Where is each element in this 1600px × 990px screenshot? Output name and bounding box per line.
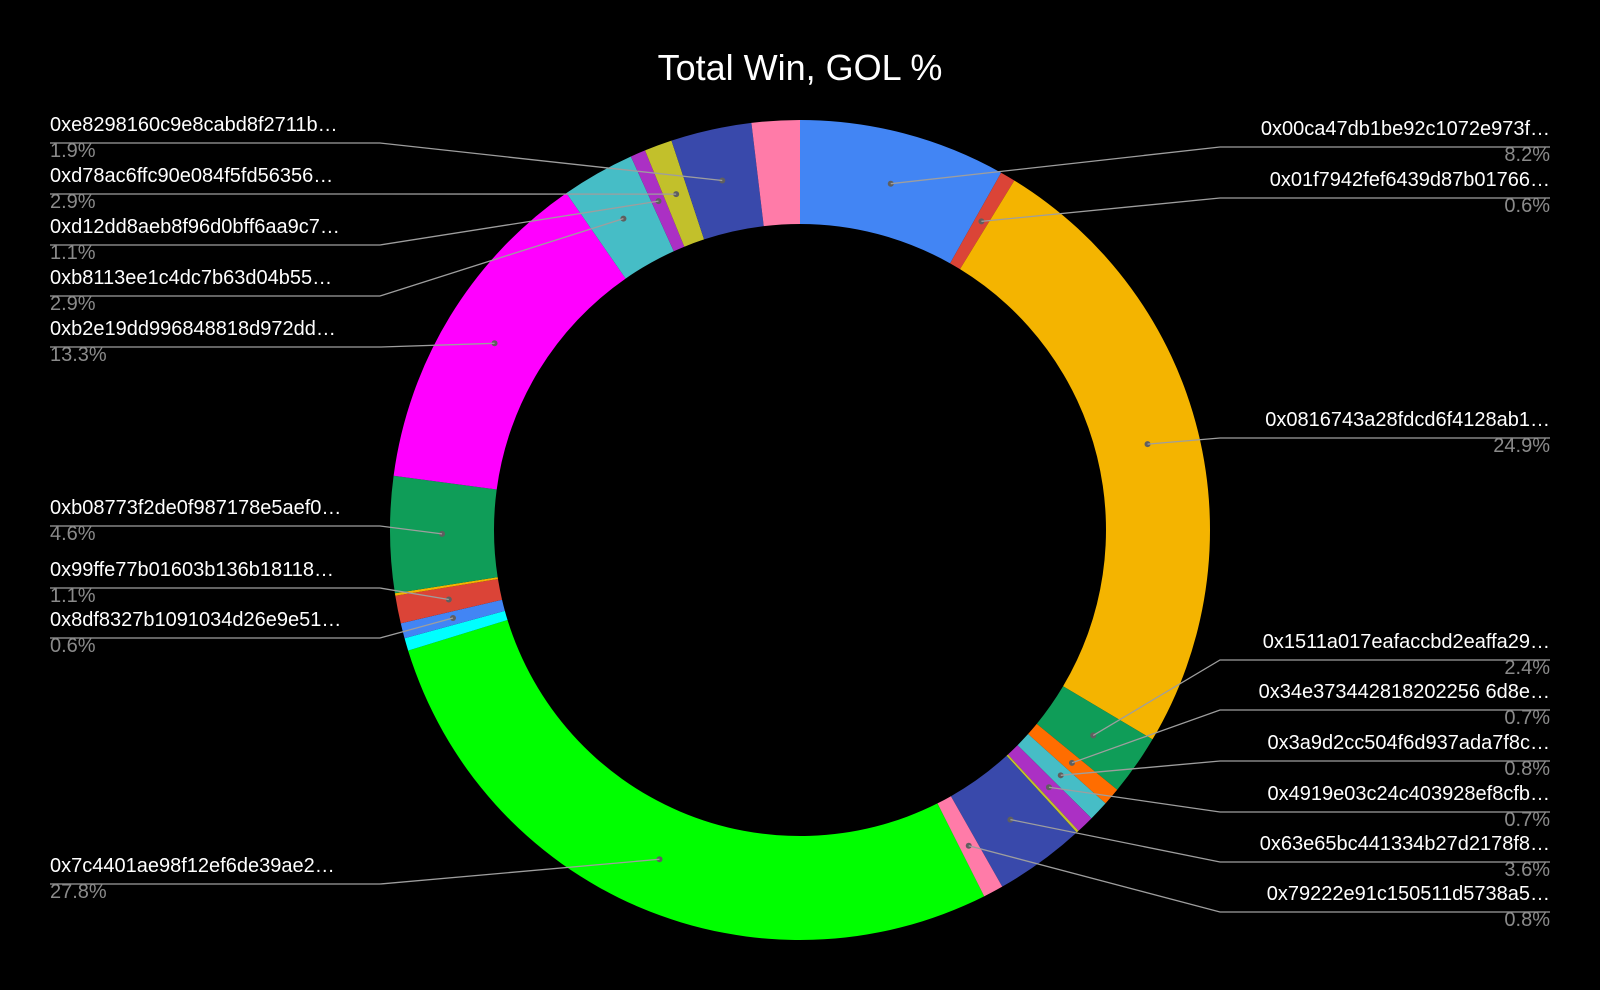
slice-percent-3: 2.4% — [1504, 657, 1550, 679]
slice-labels: 0x00ca47db1be92c1072e973f… 8.2% 0x01f7942f… — [50, 114, 1550, 931]
slice-10[interactable] — [408, 619, 985, 940]
slice-label-13: 0x99ffe77b01603b136b18118… — [50, 559, 334, 581]
leader-line-1 — [981, 197, 1550, 223]
slice-11[interactable] — [404, 610, 508, 651]
slice-label-15: 0xb08773f2de0f987178e5aef0… — [50, 497, 341, 519]
slice-percent-19: 2.9% — [50, 191, 96, 213]
leader-line-20 — [50, 142, 723, 182]
leader-line-16 — [50, 342, 495, 348]
leader-line-8 — [1010, 818, 1550, 863]
slice-percent-10: 27.8% — [50, 881, 107, 903]
chart-title: Total Win, GOL % — [658, 47, 943, 88]
slice-percent-6: 0.7% — [1504, 809, 1550, 831]
leader-line-0 — [890, 146, 1550, 185]
slice-label-6: 0x4919e03c24c403928ef8cfb… — [1268, 783, 1550, 805]
slice-percent-18: 1.1% — [50, 242, 96, 264]
slice-percent-4: 0.7% — [1504, 707, 1550, 729]
leader-line-5 — [1060, 760, 1550, 776]
slice-percent-9: 0.8% — [1504, 909, 1550, 931]
slice-label-8: 0x63e65bc441334b27d2178f8… — [1260, 833, 1550, 855]
leader-line-6 — [1048, 786, 1550, 813]
slice-8[interactable] — [950, 755, 1077, 887]
leader-line-15 — [50, 525, 443, 535]
slice-percent-17: 2.9% — [50, 293, 96, 315]
slice-16[interactable] — [393, 193, 626, 490]
slice-label-18: 0xd12dd8aeb8f96d0bff6aa9c7… — [50, 216, 340, 238]
slice-label-3: 0x1511a017eafaccbd2eaffa29… — [1263, 631, 1550, 653]
slice-percent-8: 3.6% — [1504, 859, 1550, 881]
slice-percent-5: 0.8% — [1504, 758, 1550, 780]
slice-2[interactable] — [959, 180, 1211, 740]
leader-line-2 — [1147, 437, 1550, 445]
slice-14[interactable] — [394, 577, 498, 596]
slice-label-2: 0x0816743a28fdcd6f4128ab1… — [1265, 409, 1550, 431]
slice-percent-0: 8.2% — [1504, 144, 1550, 166]
slice-label-19: 0xd78ac6ffc90e084f5fd56356… — [50, 165, 333, 187]
slice-percent-12: 0.6% — [50, 635, 96, 657]
slice-percent-1: 0.6% — [1504, 195, 1550, 217]
leader-line-13 — [50, 587, 449, 601]
slice-label-17: 0xb8113ee1c4dc7b63d04b55… — [50, 267, 332, 289]
slice-percent-20: 1.9% — [50, 140, 96, 162]
slice-label-10: 0x7c4401ae98f12ef6de39ae2… — [50, 855, 335, 877]
leader-line-4 — [1071, 709, 1550, 764]
slice-21[interactable] — [751, 120, 800, 227]
leader-line-18 — [50, 200, 659, 246]
slice-label-1: 0x01f7942fef6439d87b01766… — [1270, 169, 1550, 191]
leader-line-3 — [1092, 659, 1550, 736]
leader-line-17 — [50, 217, 624, 297]
slice-label-4: 0x34e373442818202256 6d8e… — [1259, 681, 1550, 703]
slice-17[interactable] — [566, 156, 674, 279]
slice-label-0: 0x00ca47db1be92c1072e973f… — [1261, 118, 1550, 140]
slice-7[interactable] — [1006, 754, 1079, 833]
leader-line-10 — [50, 858, 660, 885]
slice-20[interactable] — [671, 122, 764, 240]
slice-label-16: 0xb2e19dd996848818d972dd… — [50, 318, 336, 340]
label-leaders — [50, 142, 1550, 913]
slice-percent-15: 4.6% — [50, 523, 96, 545]
slice-label-12: 0x8df8327b1091034d26e9e51… — [50, 609, 341, 631]
leader-line-9 — [968, 845, 1550, 913]
slice-0[interactable] — [800, 120, 1002, 264]
slice-label-20: 0xe8298160c9e8cabd8f2711b… — [50, 114, 338, 136]
donut-slices — [390, 120, 1211, 940]
slice-percent-13: 1.1% — [50, 585, 96, 607]
slice-label-5: 0x3a9d2cc504f6d937ada7f8c… — [1268, 732, 1550, 754]
leader-line-12 — [50, 617, 454, 639]
slice-percent-2: 24.9% — [1493, 435, 1550, 457]
slice-label-9: 0x79222e91c150511d5738a5… — [1267, 883, 1550, 905]
slice-percent-16: 13.3% — [50, 344, 107, 366]
